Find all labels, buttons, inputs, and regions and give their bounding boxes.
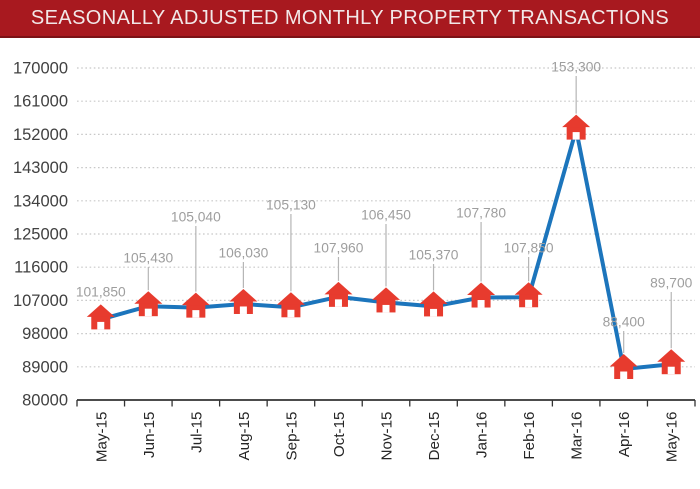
x-axis-tick-label: May-16: [664, 412, 681, 463]
house-marker-icon: [134, 291, 163, 317]
house-roof: [134, 291, 163, 304]
x-axis-tick-label: Dec-15: [426, 412, 443, 461]
data-point-label: 107,960: [314, 241, 364, 256]
house-roof: [514, 282, 543, 295]
house-door: [287, 309, 295, 318]
house-marker-icon: [276, 292, 305, 318]
house-door: [97, 321, 105, 330]
data-point-label: 107,850: [504, 241, 554, 256]
house-marker-icon: [419, 291, 448, 317]
x-axis-tick-label: Nov-15: [379, 412, 396, 461]
y-axis-tick-label: 170000: [13, 60, 68, 78]
x-axis-tick-label: Jan-16: [474, 412, 491, 458]
y-axis-tick-label: 143000: [13, 159, 68, 177]
x-axis-tick-label: Sep-15: [283, 412, 300, 461]
x-axis-tick-label: Jun-15: [141, 412, 158, 458]
data-point-label: 107,780: [456, 206, 506, 221]
house-roof: [467, 282, 496, 296]
x-axis-tick-label: Aug-15: [236, 412, 253, 461]
house-roof: [86, 304, 115, 317]
house-roof: [229, 288, 258, 302]
data-point-label: 106,030: [218, 246, 268, 261]
house-marker-icon: [181, 292, 210, 318]
house-roof: [609, 354, 638, 367]
house-marker-icon: [372, 287, 400, 313]
house-roof: [562, 114, 591, 128]
house-marker-icon: [86, 304, 115, 330]
y-axis-tick-label: 152000: [13, 126, 68, 144]
y-axis-tick-label: 89000: [22, 358, 68, 376]
house-door: [192, 310, 200, 318]
y-axis-tick-label: 107000: [13, 292, 68, 310]
chart-title-banner: SEASONALLY ADJUSTED MONTHLY PROPERTY TRA…: [0, 0, 700, 38]
y-axis-tick-label: 125000: [13, 226, 68, 244]
house-door: [239, 306, 247, 314]
house-door: [144, 308, 152, 317]
house-door: [572, 132, 580, 140]
y-axis-tick-label: 161000: [13, 93, 68, 111]
data-point-label: 105,040: [171, 210, 221, 225]
house-marker-icon: [514, 282, 543, 308]
data-point-label: 105,130: [266, 198, 316, 213]
data-point-label: 105,370: [409, 248, 459, 263]
house-door: [525, 299, 533, 308]
x-axis-tick-label: Jul-15: [188, 412, 205, 453]
house-marker-icon: [562, 114, 591, 140]
house-roof: [276, 292, 305, 305]
house-marker-icon: [467, 282, 496, 308]
house-roof: [419, 291, 448, 304]
x-axis-tick-label: Feb-16: [521, 412, 538, 460]
y-axis-tick-label: 98000: [22, 325, 68, 343]
house-marker-icon: [657, 349, 686, 375]
x-axis-tick-label: Apr-16: [616, 412, 633, 458]
house-door: [430, 308, 438, 317]
data-point-label: 89,700: [650, 276, 693, 291]
data-point-label: 106,450: [361, 208, 411, 223]
y-axis-tick-label: 80000: [22, 392, 68, 410]
house-door: [334, 299, 342, 307]
y-axis-tick-label: 134000: [13, 192, 68, 210]
house-door: [382, 304, 390, 313]
house-roof: [657, 349, 686, 362]
house-roof: [372, 287, 400, 300]
y-axis-tick-label: 116000: [14, 259, 68, 277]
house-marker-icon: [229, 288, 258, 314]
x-axis-tick-label: Mar-16: [569, 412, 586, 460]
data-point-label: 101,850: [76, 285, 126, 300]
data-point-label: 105,430: [123, 251, 173, 266]
house-roof: [181, 292, 210, 306]
data-point-label: 153,300: [551, 60, 601, 75]
house-door: [667, 366, 675, 375]
data-point-label: 88,400: [603, 315, 646, 330]
house-marker-icon: [609, 354, 638, 380]
x-axis-tick-label: May-15: [93, 412, 110, 463]
house-marker-icon: [324, 281, 353, 307]
house-roof: [324, 281, 353, 295]
x-axis-tick-label: Oct-15: [331, 412, 348, 458]
house-door: [620, 371, 628, 380]
house-door: [477, 300, 485, 308]
chart-title: SEASONALLY ADJUSTED MONTHLY PROPERTY TRA…: [30, 6, 670, 29]
